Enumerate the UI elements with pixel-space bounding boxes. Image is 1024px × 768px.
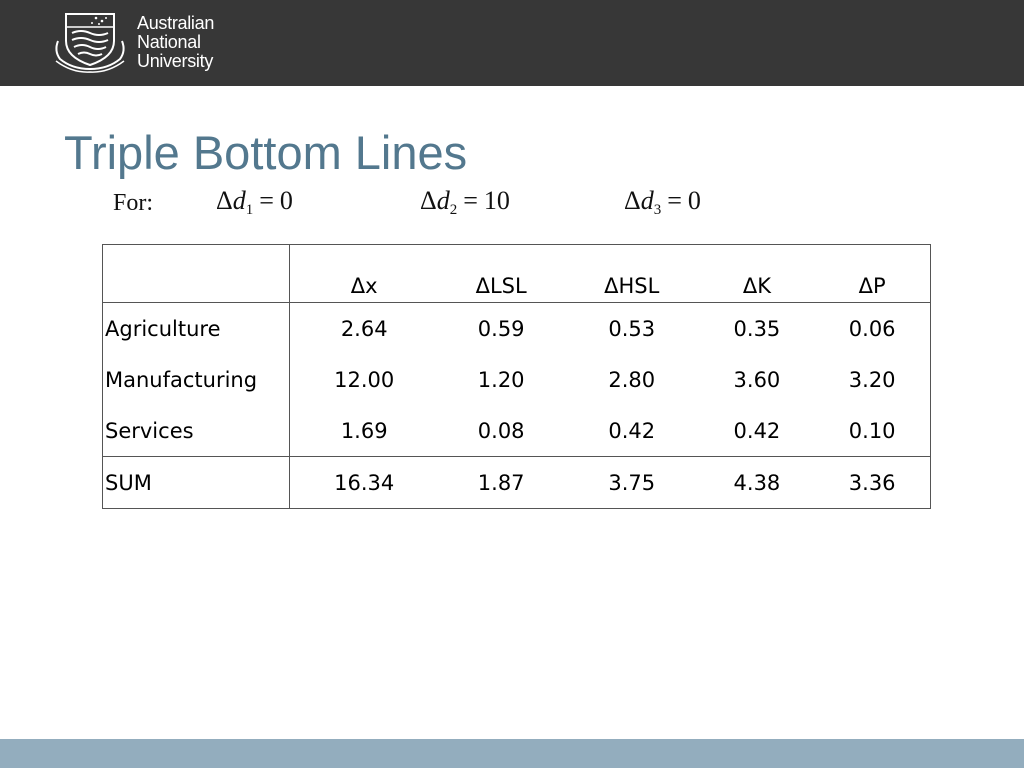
table-row: Manufacturing 12.00 1.20 2.80 3.60 3.20 (102, 354, 931, 405)
variable: d (436, 186, 450, 215)
condition-d3: Δd3 = 0 (624, 186, 701, 226)
university-name-line: University (137, 51, 214, 71)
condition-d1: Δd1 = 0 (216, 186, 293, 226)
university-name: Australian National University (137, 14, 214, 71)
equals-sign: = (259, 186, 274, 215)
table-cell: 0.06 (848, 316, 896, 341)
table-cell: 3.60 (733, 367, 781, 392)
condition-d2: Δd2 = 10 (420, 186, 510, 226)
table-cell: 0.59 (477, 316, 525, 341)
table-cell: 3.36 (814, 456, 931, 509)
table-row: Services 1.69 0.08 0.42 0.42 0.10 (102, 405, 931, 457)
delta-symbol: Δ (420, 186, 437, 215)
footer-bar (0, 739, 1024, 768)
subscript: 2 (449, 202, 458, 218)
table-cell: 0.35 (733, 316, 781, 341)
university-name-line: National (137, 32, 201, 52)
table-row: Agriculture 2.64 0.59 0.53 0.35 0.06 (102, 302, 931, 354)
table-cell: 4.38 (699, 456, 815, 509)
sum-row: SUM 16.34 1.87 3.75 4.38 3.36 (102, 456, 931, 509)
row-label: Manufacturing (102, 354, 290, 405)
slide-title: Triple Bottom Lines (64, 126, 468, 179)
table-cell: 0.08 (477, 418, 525, 443)
table-cell: 12.00 (334, 367, 395, 392)
column-header: Δx (289, 244, 439, 303)
variable: d (640, 186, 654, 215)
table-corner-cell (102, 244, 290, 303)
table-cell: 2.80 (608, 367, 656, 392)
equals-sign: = (463, 186, 478, 215)
university-name-line: Australian (137, 13, 215, 33)
table-cell: 0.42 (608, 418, 656, 443)
results-table: Δx ΔLSL ΔHSL ΔK ΔP Agriculture 2.64 0.59… (102, 244, 931, 509)
table-cell: 1.69 (340, 418, 388, 443)
row-label: SUM (102, 456, 290, 509)
header-bar: Australian National University (0, 0, 1024, 86)
condition-value: 10 (483, 186, 510, 215)
table-cell: 16.34 (289, 456, 439, 509)
subscript: 3 (653, 202, 662, 218)
table-header-row: Δx ΔLSL ΔHSL ΔK ΔP (102, 244, 931, 303)
table-cell: 3.75 (563, 456, 700, 509)
delta-symbol: Δ (624, 186, 641, 215)
equals-sign: = (667, 186, 682, 215)
table-cell: 1.87 (438, 456, 564, 509)
anu-crest-icon (55, 13, 125, 73)
table-cell: 0.10 (848, 418, 896, 443)
for-label: For: (113, 190, 154, 216)
column-header: ΔLSL (438, 244, 564, 303)
column-header: ΔK (699, 244, 815, 303)
table-cell: 1.20 (477, 367, 525, 392)
table-cell: 3.20 (848, 367, 896, 392)
table-cell: 0.53 (608, 316, 656, 341)
column-header: ΔP (814, 244, 931, 303)
delta-symbol: Δ (216, 186, 233, 215)
table-cell: 0.42 (733, 418, 781, 443)
column-header: ΔHSL (563, 244, 700, 303)
row-label: Agriculture (102, 302, 290, 354)
row-label: Services (102, 405, 290, 457)
condition-value: 0 (279, 186, 293, 215)
variable: d (232, 186, 246, 215)
table-cell: 2.64 (340, 316, 388, 341)
condition-value: 0 (687, 186, 701, 215)
subscript: 1 (245, 202, 254, 218)
